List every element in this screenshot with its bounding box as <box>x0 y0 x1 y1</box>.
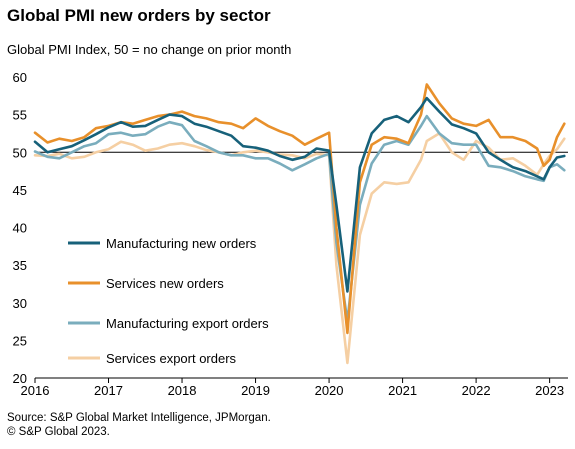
y-tick-label: 25 <box>13 333 27 348</box>
legend-label: Services export orders <box>106 351 237 366</box>
source-note: Source: S&P Global Market Intelligence, … <box>7 411 271 439</box>
x-tick-label: 2021 <box>388 383 417 398</box>
y-tick-label: 50 <box>13 145 27 160</box>
x-tick-label: 2020 <box>315 383 344 398</box>
y-tick-label: 35 <box>13 258 27 273</box>
x-tick-label: 2016 <box>21 383 50 398</box>
copyright-line: © S&P Global 2023. <box>7 426 110 438</box>
legend-label: Manufacturing export orders <box>106 316 269 331</box>
series-line-manufacturing-new-orders <box>33 96 566 293</box>
series-line-services-new-orders <box>33 83 566 335</box>
y-tick-label: 55 <box>13 108 27 123</box>
x-tick-label: 2017 <box>94 383 123 398</box>
x-axis: 2016 2017 2018 2019 2020 2021 2022 2023 <box>21 378 564 398</box>
legend: Manufacturing new orders Services new ord… <box>68 236 269 366</box>
x-tick-label: 2022 <box>462 383 491 398</box>
chart-subtitle: Global PMI Index, 50 = no change on prio… <box>7 42 292 57</box>
legend-label: Services new orders <box>106 276 224 291</box>
x-tick-label: 2019 <box>241 383 270 398</box>
series-line-manufacturing-export-orders <box>33 114 566 323</box>
y-tick-label: 20 <box>13 371 27 386</box>
y-tick-label: 30 <box>13 296 27 311</box>
y-tick-label: 45 <box>13 183 27 198</box>
series-line-services-export-orders <box>33 132 566 365</box>
series-lines <box>33 83 566 365</box>
y-axis: 20 25 30 35 40 45 50 55 60 <box>13 70 27 386</box>
x-tick-label: 2018 <box>168 383 197 398</box>
legend-label: Manufacturing new orders <box>106 236 257 251</box>
chart-title: Global PMI new orders by sector <box>7 6 271 25</box>
y-tick-label: 60 <box>13 70 27 85</box>
y-tick-label: 40 <box>13 221 27 236</box>
x-tick-label: 2023 <box>535 383 564 398</box>
source-line: Source: S&P Global Market Intelligence, … <box>7 412 271 424</box>
